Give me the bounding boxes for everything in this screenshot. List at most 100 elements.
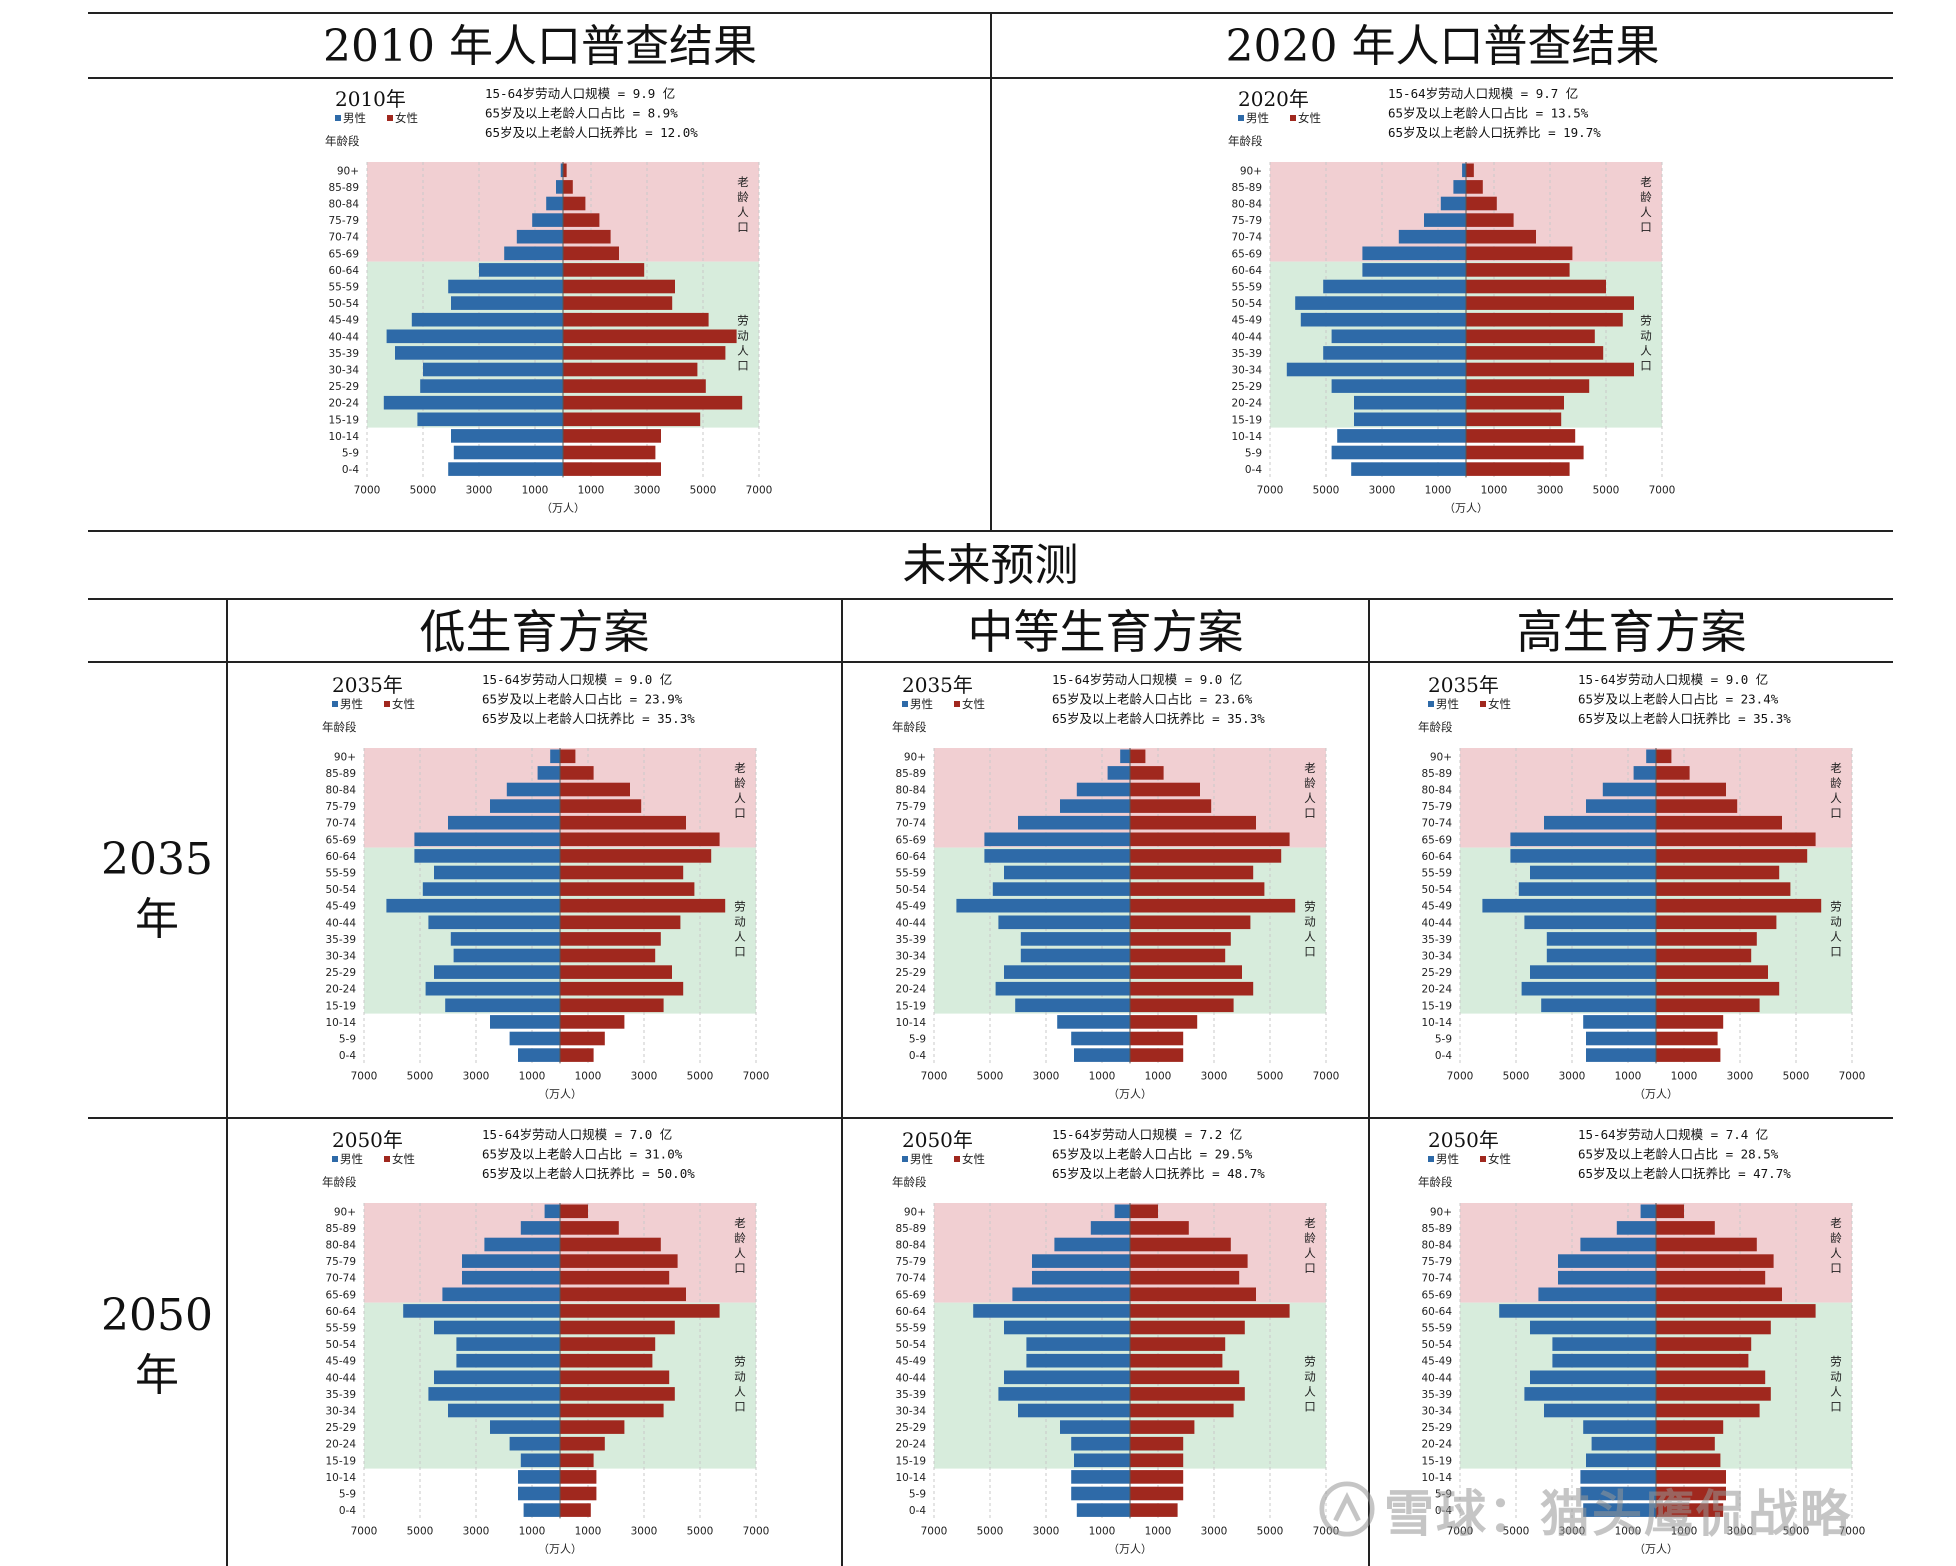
working-band-label: 口 (734, 1400, 746, 1414)
bar-female-40-44 (560, 1370, 670, 1385)
bar-female-15-19 (1466, 412, 1562, 427)
bar-male-25-29 (1060, 1420, 1130, 1434)
bar-male-90+ (1114, 1204, 1130, 1219)
bar-male-60-64 (973, 1304, 1130, 1318)
bar-male-25-29 (1004, 965, 1130, 979)
age-tick-label: 40-44 (1231, 331, 1262, 343)
bar-male-75-79 (532, 213, 563, 227)
bar-male-5-9 (1580, 1486, 1656, 1501)
bar-male-25-29 (434, 965, 560, 979)
age-tick-label: 20-24 (1231, 398, 1262, 410)
age-tick-label: 20-24 (895, 984, 926, 996)
bar-male-60-64 (403, 1304, 560, 1318)
bar-female-20-24 (1466, 395, 1564, 410)
x-tick-label: 5000 (1313, 484, 1340, 496)
stat-line: 15-64岁劳动人口规模 = 7.2 亿 (1052, 1127, 1242, 1142)
bar-female-70-74 (560, 815, 686, 830)
x-tick-label: 1000 (1615, 1525, 1642, 1537)
bar-male-15-19 (1586, 1453, 1656, 1468)
elderly-band-label: 老 (1830, 1216, 1842, 1230)
age-tick-label: 35-39 (328, 348, 359, 360)
bar-male-25-29 (490, 1420, 560, 1434)
x-tick-label: 5000 (690, 484, 717, 496)
bar-male-60-64 (1510, 849, 1656, 863)
bar-female-90+ (1130, 749, 1146, 764)
pyramid-2020: 0-4 5-9 10-14 15-19 20-24 25-29 30-34 35-39 40-4… (1218, 82, 1678, 522)
bar-male-90+ (550, 749, 560, 764)
legend-female-label: 女性 (962, 697, 985, 711)
age-tick-label: 70-74 (325, 1273, 356, 1285)
working-band-label: 口 (1830, 945, 1842, 959)
bar-male-50-54 (1518, 882, 1656, 896)
stat-line: 15-64岁劳动人口规模 = 9.0 亿 (1578, 672, 1768, 687)
bar-female-10-14 (1466, 429, 1576, 443)
age-tick-label: 70-74 (1421, 818, 1452, 830)
age-tick-label: 35-39 (1421, 934, 1452, 946)
legend-female-label: 女性 (1488, 1152, 1511, 1166)
table-line (226, 661, 1893, 663)
x-tick-label: 7000 (1257, 484, 1284, 496)
pyramid-chart-svg: 0-4 5-9 10-14 15-19 20-24 25-29 30-34 35-39 40-4… (1418, 672, 1865, 1100)
bar-male-45-49 (1026, 1353, 1130, 1368)
age-tick-label: 90+ (1430, 751, 1452, 763)
x-tick-label: 3000 (634, 484, 661, 496)
x-tick-label: 1000 (1089, 1070, 1116, 1082)
x-tick-label: 1000 (1481, 484, 1508, 496)
legend-male-label: 男性 (910, 1152, 933, 1166)
row-label-2035-number: 2035 (101, 834, 213, 885)
bar-male-40-44 (998, 915, 1130, 930)
stat-line: 15-64岁劳动人口规模 = 9.7 亿 (1388, 86, 1578, 101)
x-tick-label: 1000 (1671, 1070, 1698, 1082)
bar-male-20-24 (1521, 981, 1656, 996)
bar-female-60-64 (1130, 1304, 1290, 1318)
bar-female-50-54 (1656, 882, 1791, 896)
age-tick-label: 90+ (334, 1206, 356, 1218)
stat-line: 65岁及以上老龄人口抚养比 = 35.3% (482, 711, 695, 726)
row-label-2050-unit: 年 (135, 1350, 179, 1401)
x-tick-label: 7000 (1447, 1525, 1474, 1537)
age-tick-label: 80-84 (895, 785, 926, 797)
age-tick-label: 85-89 (1231, 182, 1262, 194)
age-tick-label: 40-44 (325, 917, 356, 929)
bar-female-0-4 (1656, 1503, 1724, 1517)
bar-female-80-84 (1466, 196, 1497, 211)
bar-male-65-69 (1510, 832, 1656, 847)
x-tick-label: 5000 (1503, 1070, 1530, 1082)
working-band-label: 动 (1830, 915, 1842, 929)
pyramid-year-label: 2020年 (1238, 87, 1309, 111)
bar-female-0-4 (563, 462, 661, 476)
age-tick-label: 10-14 (895, 1017, 926, 1029)
bar-female-90+ (1130, 1204, 1158, 1219)
age-tick-label: 85-89 (328, 182, 359, 194)
bar-male-70-74 (516, 229, 563, 244)
elderly-band-label: 口 (1830, 1261, 1842, 1275)
bar-female-55-59 (560, 865, 684, 880)
pyramid-chart-svg: 0-4 5-9 10-14 15-19 20-24 25-29 30-34 35-39 40-4… (322, 1127, 769, 1555)
y-axis-label: 年龄段 (1418, 720, 1453, 734)
x-tick-label: 3000 (1559, 1070, 1586, 1082)
bar-female-45-49 (1656, 898, 1822, 913)
working-band-label: 人 (1830, 1385, 1842, 1399)
age-tick-label: 25-29 (895, 1422, 926, 1434)
x-tick-label: 7000 (354, 484, 381, 496)
age-tick-label: 55-59 (325, 868, 356, 880)
pyramid-2035-mid: 0-4 5-9 10-14 15-19 20-24 25-29 30-34 35-39 40-4… (882, 668, 1342, 1108)
bar-male-35-39 (1546, 932, 1656, 946)
bar-male-35-39 (998, 1387, 1130, 1401)
age-tick-label: 45-49 (325, 901, 356, 913)
pyramid-2035-high: 0-4 5-9 10-14 15-19 20-24 25-29 30-34 35-39 40-4… (1408, 668, 1868, 1108)
elderly-band-label: 口 (734, 806, 746, 820)
bar-female-35-39 (1656, 932, 1757, 946)
age-tick-label: 75-79 (1421, 801, 1452, 813)
snowball-logo-icon (1319, 1481, 1375, 1537)
bar-male-25-29 (420, 379, 563, 393)
bar-female-50-54 (563, 296, 673, 310)
working-band-label: 劳 (1304, 900, 1316, 914)
bar-female-75-79 (560, 799, 642, 813)
bar-female-35-39 (560, 1387, 675, 1401)
bar-female-70-74 (1656, 815, 1782, 830)
age-tick-label: 30-34 (1421, 1406, 1452, 1418)
x-tick-label: 1000 (519, 1070, 546, 1082)
bar-male-55-59 (1530, 865, 1656, 880)
legend-female-label: 女性 (1488, 697, 1511, 711)
